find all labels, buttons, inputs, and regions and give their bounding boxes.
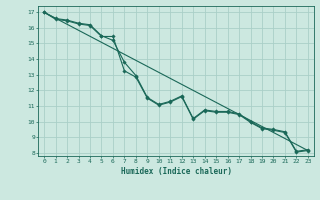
X-axis label: Humidex (Indice chaleur): Humidex (Indice chaleur) — [121, 167, 231, 176]
